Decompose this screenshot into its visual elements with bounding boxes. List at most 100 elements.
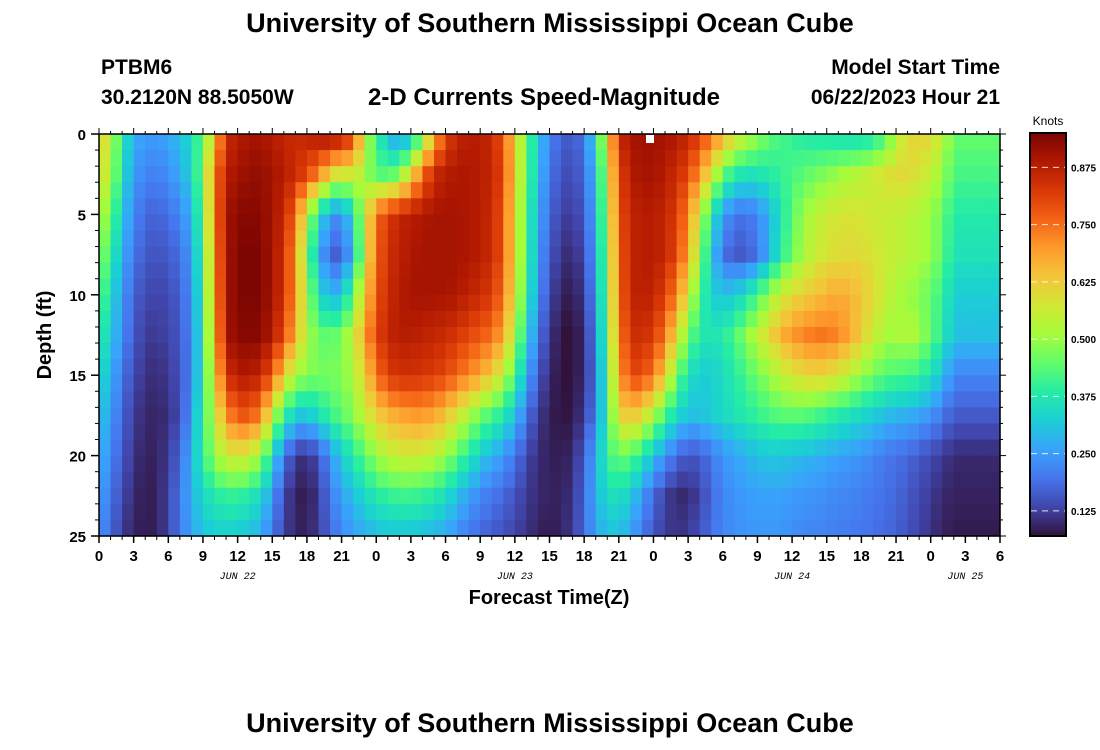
heatmap-cell bbox=[330, 166, 343, 183]
heatmap-cell bbox=[156, 134, 169, 151]
heatmap-cell bbox=[884, 310, 897, 328]
heatmap-cell bbox=[491, 230, 504, 248]
heatmap-cell bbox=[572, 455, 585, 473]
heatmap-cell bbox=[768, 455, 782, 473]
heatmap-cell bbox=[976, 423, 990, 441]
heatmap-cell bbox=[665, 391, 678, 408]
heatmap-cell bbox=[306, 230, 320, 248]
heatmap-cell bbox=[884, 519, 897, 537]
heatmap-cell bbox=[491, 326, 504, 344]
heatmap-cell bbox=[202, 471, 216, 489]
heatmap-cell bbox=[745, 262, 759, 280]
heatmap-cell bbox=[526, 310, 539, 328]
heatmap-cell bbox=[676, 230, 689, 248]
heatmap-cell bbox=[768, 310, 782, 328]
heatmap-cell bbox=[607, 198, 620, 215]
heatmap-cell bbox=[110, 246, 123, 264]
heatmap-cell bbox=[572, 214, 585, 232]
heatmap-cell bbox=[457, 294, 470, 312]
heatmap-cell bbox=[872, 391, 886, 408]
heatmap-cell bbox=[919, 214, 932, 232]
heatmap-cell bbox=[156, 198, 169, 215]
heatmap-cell bbox=[214, 439, 227, 457]
heatmap-cell bbox=[942, 246, 955, 264]
heatmap-cell bbox=[168, 278, 181, 296]
heatmap-cell bbox=[838, 278, 851, 296]
heatmap-cell bbox=[641, 246, 655, 264]
heatmap-cell bbox=[780, 439, 793, 457]
heatmap-cell bbox=[526, 198, 539, 215]
heatmap-cell bbox=[688, 134, 701, 151]
heatmap-cell bbox=[595, 343, 608, 360]
heatmap-cell bbox=[607, 182, 620, 199]
heatmap-cell bbox=[410, 230, 424, 248]
heatmap-cell bbox=[803, 262, 816, 280]
heatmap-cell bbox=[953, 375, 966, 392]
heatmap-cell bbox=[630, 455, 643, 473]
heatmap-cell bbox=[942, 134, 955, 151]
heatmap-cell bbox=[711, 134, 724, 151]
heatmap-cell bbox=[468, 439, 481, 457]
date-label: JUN 24 bbox=[774, 572, 810, 583]
heatmap-cell bbox=[353, 310, 366, 328]
heatmap-cell bbox=[896, 391, 909, 408]
heatmap-cell bbox=[549, 343, 562, 360]
heatmap-cell bbox=[364, 503, 377, 521]
heatmap-cell bbox=[919, 375, 932, 392]
heatmap-cell bbox=[399, 391, 412, 408]
heatmap-cell bbox=[226, 134, 239, 151]
heatmap-cell bbox=[99, 214, 112, 232]
heatmap-cell bbox=[665, 503, 678, 521]
heatmap-cell bbox=[260, 182, 273, 199]
heatmap-cell bbox=[179, 214, 193, 232]
heatmap-cell bbox=[930, 471, 943, 489]
heatmap-cell bbox=[780, 471, 793, 489]
heatmap-cell bbox=[179, 487, 193, 505]
heatmap-cell bbox=[503, 455, 516, 473]
heatmap-cell bbox=[872, 262, 886, 280]
heatmap-cell bbox=[387, 262, 400, 280]
heatmap-cell bbox=[618, 326, 631, 344]
heatmap-cell bbox=[896, 343, 909, 360]
heatmap-cell bbox=[145, 423, 158, 441]
heatmap-cell bbox=[607, 487, 620, 505]
heatmap-cell bbox=[665, 310, 678, 328]
heatmap-cell bbox=[792, 471, 805, 489]
heatmap-cell bbox=[641, 343, 655, 360]
heatmap-cell bbox=[734, 214, 747, 232]
heatmap-cell bbox=[572, 246, 585, 264]
heatmap-cell bbox=[665, 278, 678, 296]
heatmap-cell bbox=[549, 455, 562, 473]
heatmap-cell bbox=[260, 471, 273, 489]
heatmap-cell bbox=[133, 198, 146, 215]
heatmap-cell bbox=[226, 455, 239, 473]
heatmap-cell bbox=[410, 391, 424, 408]
heatmap-cell bbox=[803, 471, 816, 489]
heatmap-cell bbox=[757, 166, 770, 183]
heatmap-cell bbox=[930, 519, 943, 537]
heatmap-cell bbox=[884, 503, 897, 521]
heatmap-cell bbox=[145, 375, 158, 392]
heatmap-cell bbox=[826, 310, 839, 328]
heatmap-cell bbox=[353, 278, 366, 296]
heatmap-cell bbox=[503, 343, 516, 360]
heatmap-cell bbox=[584, 214, 597, 232]
heatmap-cell bbox=[630, 214, 643, 232]
heatmap-cell bbox=[480, 230, 493, 248]
heatmap-cell bbox=[318, 182, 331, 199]
heatmap-cell bbox=[318, 439, 331, 457]
heatmap-cell bbox=[433, 375, 447, 392]
heatmap-cell bbox=[572, 487, 585, 505]
heatmap-cell bbox=[803, 278, 816, 296]
heatmap-cell bbox=[214, 391, 227, 408]
heatmap-cell bbox=[249, 487, 262, 505]
heatmap-cell bbox=[480, 455, 493, 473]
heatmap-cell bbox=[653, 375, 666, 392]
heatmap-cell bbox=[861, 423, 874, 441]
heatmap-cell bbox=[514, 150, 527, 167]
heatmap-cell bbox=[491, 471, 504, 489]
heatmap-cell bbox=[387, 375, 400, 392]
heatmap-cell bbox=[780, 182, 793, 199]
heatmap-cell bbox=[734, 182, 747, 199]
heatmap-cell bbox=[849, 519, 862, 537]
